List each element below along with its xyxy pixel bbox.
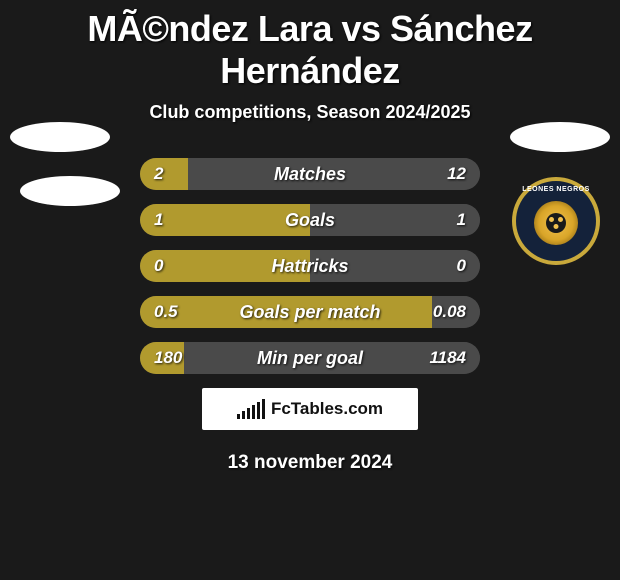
team-right-crest: LEONES NEGROS — [512, 177, 600, 265]
infographic-container: MÃ©ndez Lara vs Sánchez Hernández Club c… — [0, 0, 620, 580]
lion-icon — [534, 201, 578, 245]
stat-row: 1801184Min per goal — [140, 342, 480, 374]
stat-row: 00Hattricks — [140, 250, 480, 282]
stat-label: Min per goal — [140, 342, 480, 374]
page-title: MÃ©ndez Lara vs Sánchez Hernández — [0, 0, 620, 92]
stat-label: Matches — [140, 158, 480, 190]
stat-label: Goals per match — [140, 296, 480, 328]
team-left-logo-1 — [10, 122, 110, 152]
brand-text: FcTables.com — [271, 399, 383, 419]
stat-label: Hattricks — [140, 250, 480, 282]
stat-label: Goals — [140, 204, 480, 236]
team-left-logo-2 — [20, 176, 120, 206]
stat-row: 212Matches — [140, 158, 480, 190]
page-subtitle: Club competitions, Season 2024/2025 — [0, 102, 620, 123]
bars-icon — [237, 399, 265, 419]
crest-label: LEONES NEGROS — [516, 186, 596, 193]
brand-box[interactable]: FcTables.com — [202, 388, 418, 430]
team-right-logo-1 — [510, 122, 610, 152]
stat-row: 0.50.08Goals per match — [140, 296, 480, 328]
date-label: 13 november 2024 — [0, 452, 620, 474]
stat-row: 11Goals — [140, 204, 480, 236]
